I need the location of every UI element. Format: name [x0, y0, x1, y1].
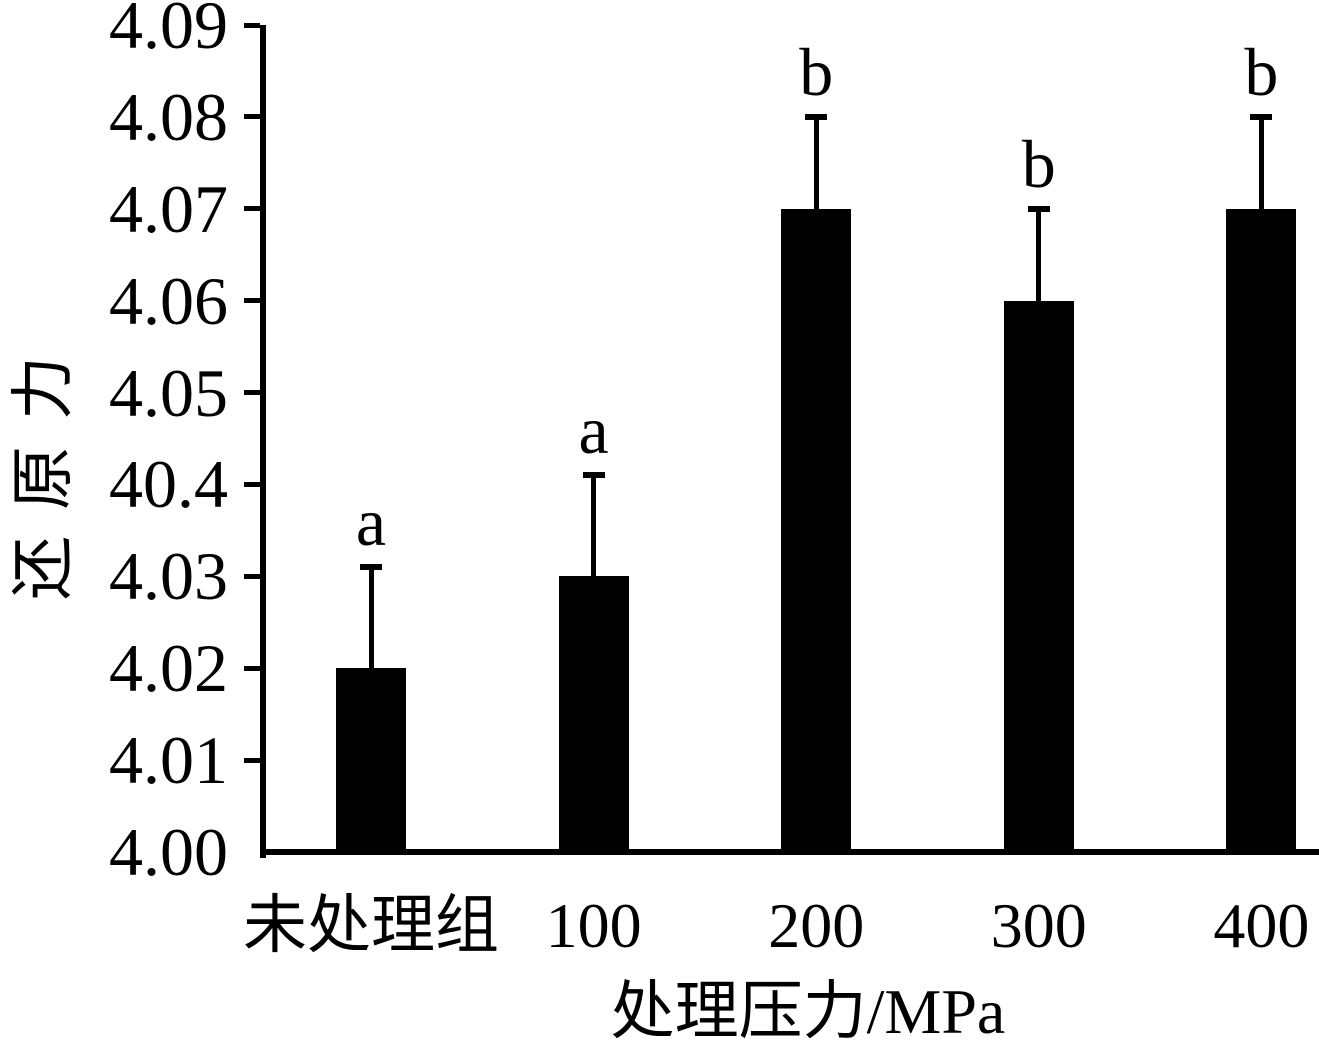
y-axis-tick	[244, 114, 260, 120]
bar-200	[781, 208, 852, 852]
significance-letter: b	[799, 33, 834, 110]
y-axis-tick	[244, 573, 260, 579]
y-axis-tick	[244, 481, 260, 487]
error-bar-cap	[805, 113, 828, 120]
bar-400	[1226, 208, 1297, 852]
y-axis-tick-label: 4.02	[109, 630, 228, 707]
significance-letter: a	[355, 484, 387, 561]
error-bar-line	[368, 567, 374, 669]
x-axis-tick-label: 100	[545, 890, 642, 961]
x-axis-title: 处理压力/MPa	[610, 976, 1006, 1047]
y-axis-tick	[244, 22, 260, 28]
bar-未处理组	[336, 668, 406, 852]
y-axis-tick-label: 4.01	[109, 722, 228, 799]
y-axis-tick-label: 40.4	[109, 446, 228, 523]
y-axis-tick	[244, 665, 260, 671]
y-axis-tick-label: 4.06	[109, 262, 228, 339]
bar-100	[558, 576, 629, 852]
error-bar-cap	[1027, 205, 1050, 212]
y-axis-line	[260, 25, 266, 858]
error-bar-line	[1258, 116, 1264, 209]
y-axis-tick-label: 4.07	[109, 170, 228, 247]
significance-letter: b	[1244, 33, 1279, 110]
bar-300	[1003, 300, 1074, 852]
x-axis-line	[260, 849, 1319, 855]
x-axis-tick-label: 300	[990, 890, 1087, 961]
error-bar-cap	[582, 472, 605, 479]
x-axis-tick-label: 400	[1213, 890, 1310, 961]
x-axis-tick-label: 未处理组	[243, 890, 499, 961]
y-axis-tick-label: 4.00	[109, 814, 228, 890]
error-bar-cap	[360, 564, 382, 571]
y-axis-tick-label: 4.05	[109, 354, 228, 431]
error-bar-cap	[1250, 113, 1273, 120]
error-bar-line	[1036, 208, 1042, 301]
y-axis-tick-label: 4.09	[109, 0, 228, 63]
y-axis-tick	[244, 757, 260, 763]
y-axis-tick-label: 4.03	[109, 538, 228, 615]
y-axis-tick	[244, 206, 260, 212]
error-bar-line	[813, 116, 819, 209]
significance-letter: b	[1021, 125, 1056, 202]
error-bar-line	[591, 475, 597, 577]
x-axis-tick-label: 200	[768, 890, 865, 961]
significance-letter: a	[578, 392, 609, 469]
y-axis-tick	[244, 390, 260, 396]
y-axis-tick	[244, 298, 260, 304]
y-axis-tick-label: 4.08	[109, 78, 228, 155]
